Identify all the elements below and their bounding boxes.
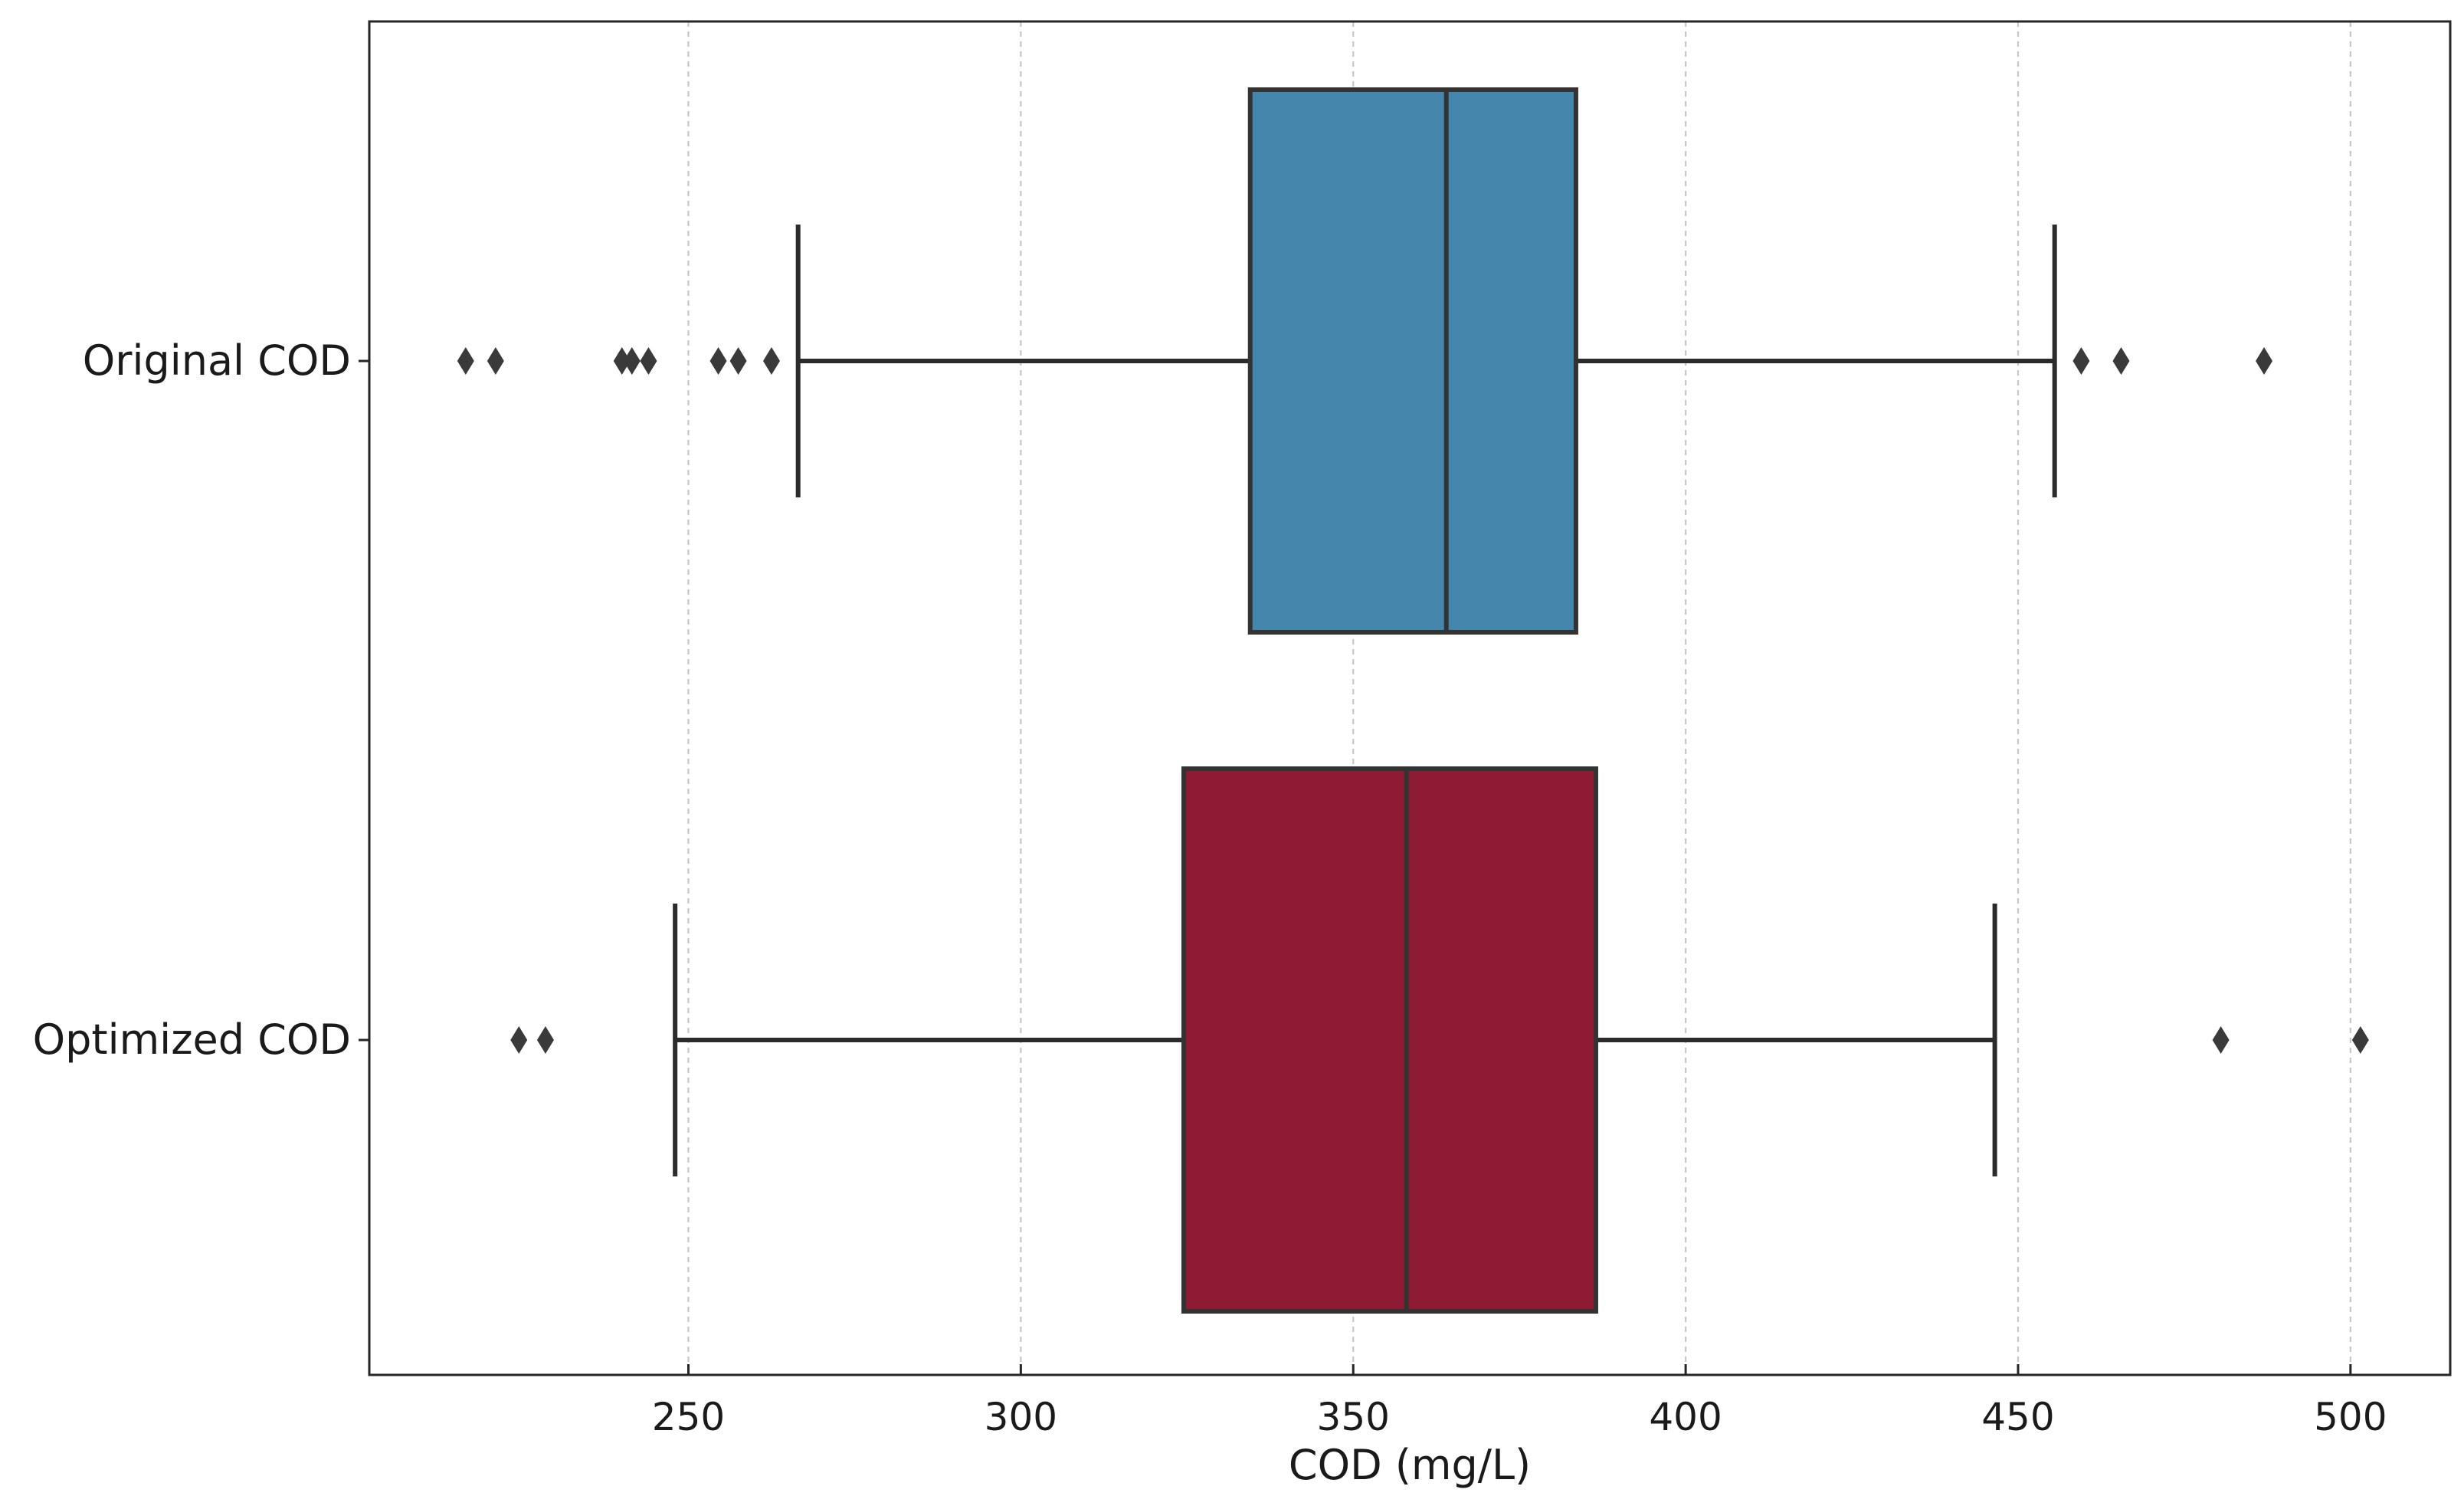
x-tick-label-500: 500 — [2314, 1395, 2387, 1439]
optimized-cod-outlier-3 — [2351, 1026, 2369, 1054]
original-cod-outlier-2 — [613, 347, 631, 375]
x-tick-label-250: 250 — [652, 1395, 725, 1439]
original-cod-box — [1247, 87, 1578, 635]
x-tick-label-400: 400 — [1649, 1395, 1722, 1439]
x-tick-label-450: 450 — [1981, 1395, 2054, 1439]
axis-layer: Original COD Optimized COD 250 300 350 400 450… — [33, 20, 2452, 1439]
original-cod-outlier-7 — [762, 347, 780, 375]
optimized-cod-box — [1181, 766, 1598, 1314]
optimized-cod-outlier-0 — [510, 1026, 528, 1054]
original-cod-label: Original COD — [83, 336, 351, 385]
box-layer — [457, 87, 2369, 1314]
optimized-cod-outlier-1 — [536, 1026, 554, 1054]
x-axis-title: COD (mg/L) — [1289, 1441, 1531, 1489]
plot-frame — [368, 20, 2452, 1376]
original-cod-outlier-5 — [709, 347, 727, 375]
original-cod-outlier-8 — [2072, 347, 2090, 375]
original-cod-outlier-0 — [457, 347, 474, 375]
original-cod-outlier-4 — [640, 347, 657, 375]
original-cod-outlier-3 — [623, 347, 641, 375]
x-tick-label-350: 350 — [1317, 1395, 1390, 1439]
original-cod-outlier-6 — [729, 347, 747, 375]
original-cod-outlier-1 — [487, 347, 504, 375]
x-tick-label-300: 300 — [985, 1395, 1057, 1439]
optimized-cod-outlier-2 — [2212, 1026, 2230, 1054]
optimized-cod-label: Optimized COD — [33, 1015, 351, 1064]
original-cod-outlier-9 — [2112, 347, 2130, 375]
original-cod-outlier-10 — [2256, 347, 2273, 375]
